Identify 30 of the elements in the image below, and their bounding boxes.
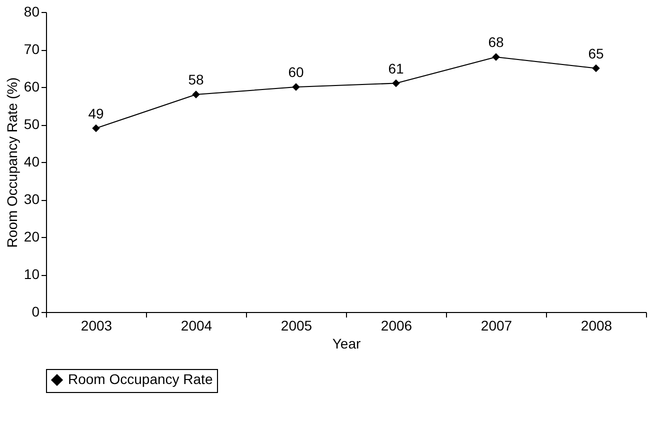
- point: [292, 83, 300, 91]
- x-tick-label: 2008: [580, 318, 612, 334]
- point: [192, 90, 200, 98]
- y-tick-label: 20: [24, 228, 40, 244]
- point: [392, 79, 400, 88]
- data-label: 58: [188, 72, 204, 88]
- y-tick-label: 80: [24, 4, 40, 20]
- x-tick-label: 2006: [380, 318, 412, 334]
- x-tick-label: 2005: [280, 318, 312, 334]
- point: [492, 53, 500, 61]
- data-label: 68: [488, 34, 504, 50]
- x-tick-label: 2003: [80, 318, 112, 334]
- data-label: 60: [288, 64, 304, 80]
- x-axis-title: Year: [332, 336, 361, 352]
- y-tick-label: 40: [24, 154, 40, 170]
- y-tick-label: 70: [24, 41, 40, 57]
- y-tick-label: 10: [24, 266, 40, 282]
- point: [92, 124, 100, 132]
- legend-label: Room Occupancy Rate: [68, 371, 213, 387]
- y-tick-label: 30: [24, 191, 40, 207]
- y-axis-title: Room Occupancy Rate (%): [4, 77, 20, 248]
- y-tick-label: 0: [32, 304, 40, 320]
- y-tick-label: 60: [24, 78, 40, 94]
- data-label: 49: [88, 105, 104, 122]
- data-label: 61: [388, 60, 404, 76]
- point: [592, 64, 600, 72]
- x-tick-label: 2004: [180, 318, 212, 334]
- y-tick-label: 50: [24, 116, 40, 132]
- x-tick-label: 2007: [480, 318, 512, 334]
- data-label: 65: [588, 45, 604, 62]
